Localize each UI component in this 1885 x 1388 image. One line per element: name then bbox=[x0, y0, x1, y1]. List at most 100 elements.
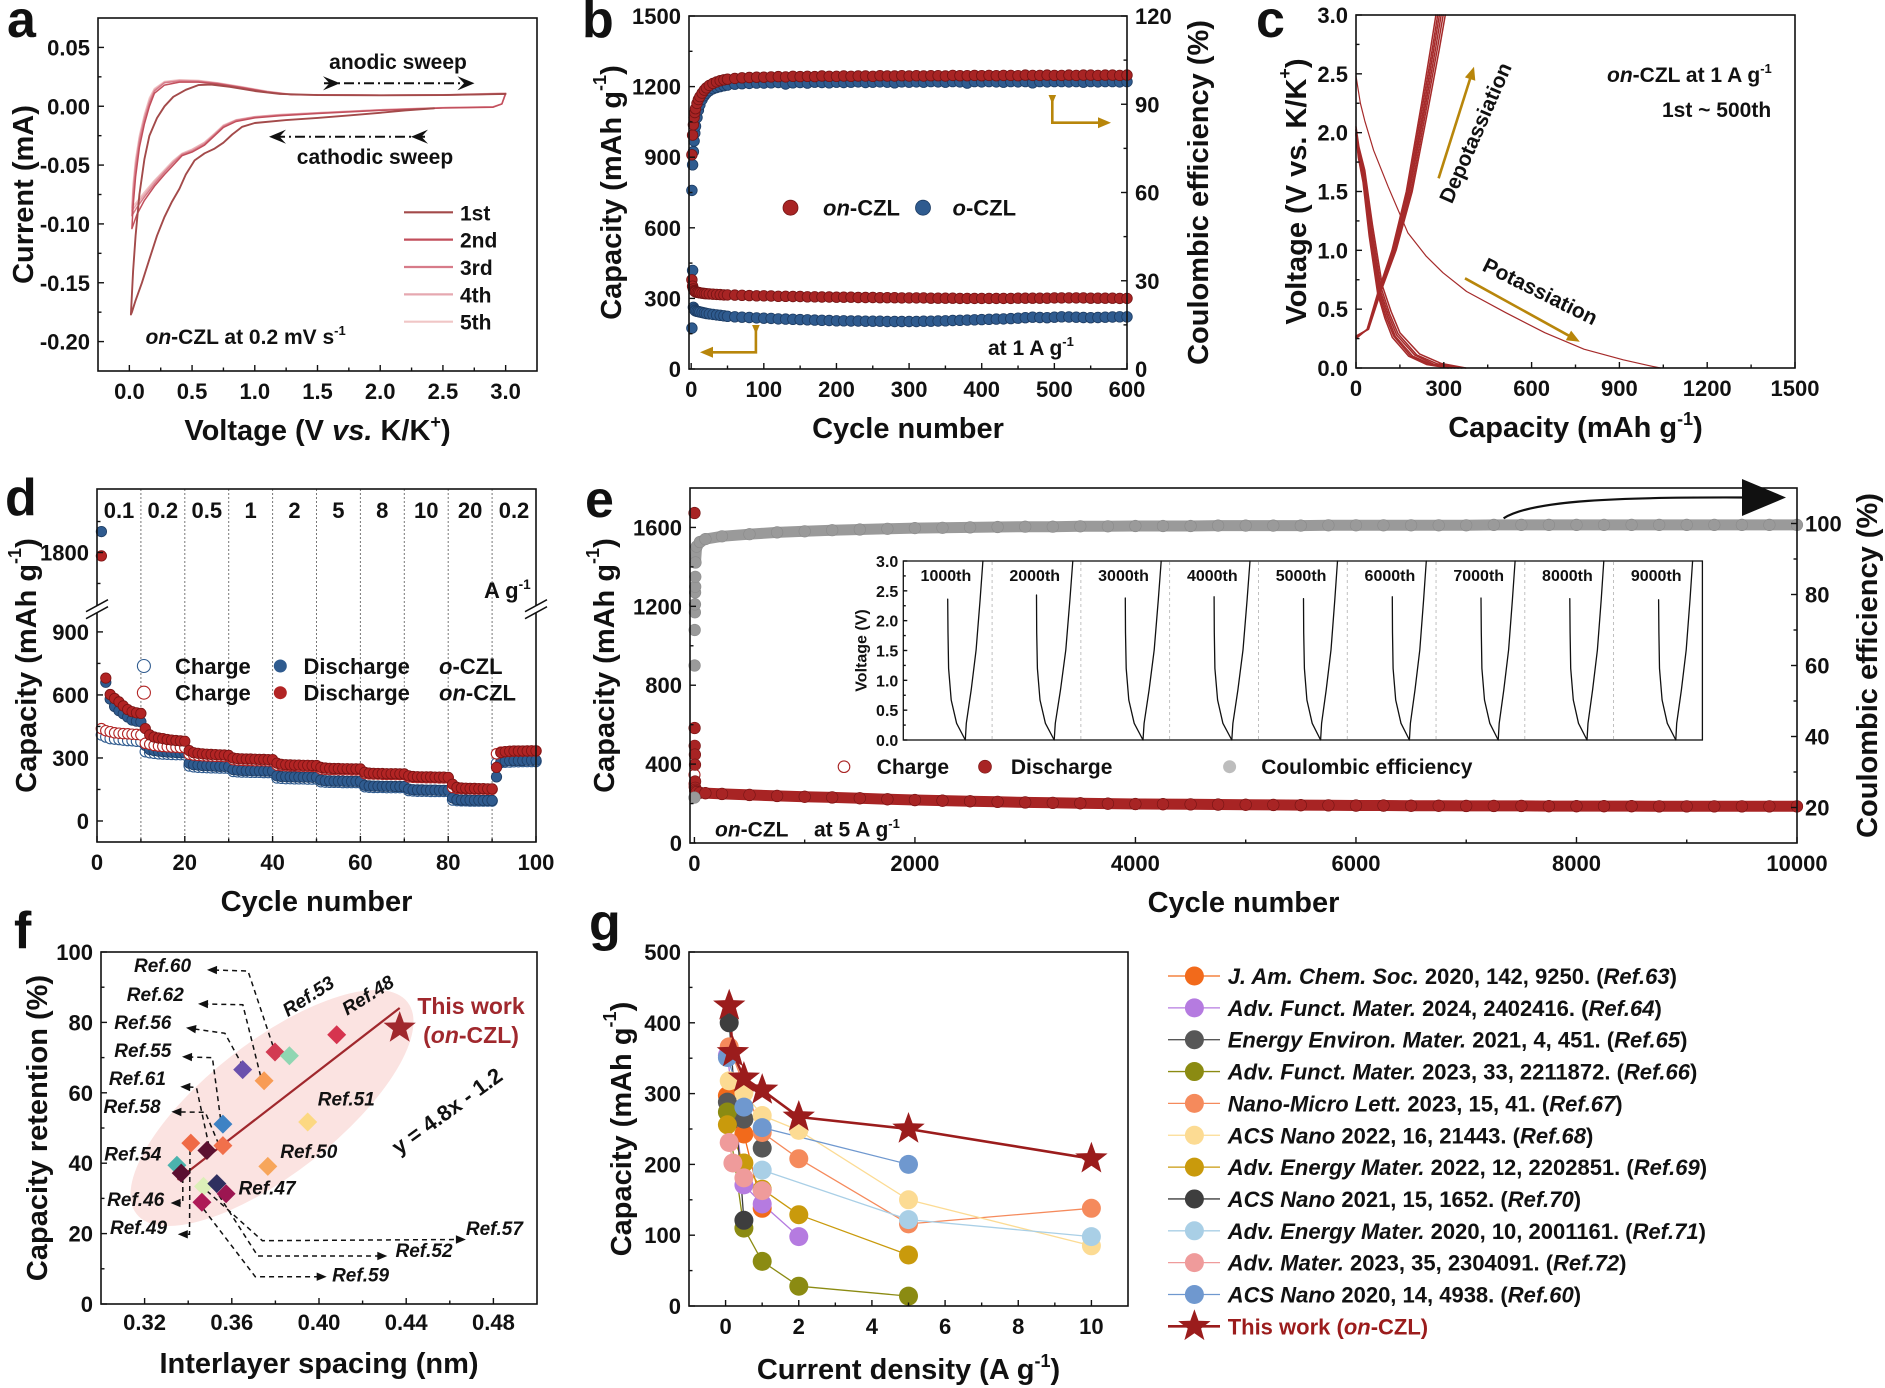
x-tick-label: 300 bbox=[891, 377, 928, 402]
x-tick-label: 2000 bbox=[890, 851, 939, 876]
leader-line bbox=[182, 1149, 191, 1236]
current-density-step-label: 1 bbox=[244, 498, 256, 523]
current-density-step-label: 0.1 bbox=[104, 498, 135, 523]
arrowhead bbox=[1565, 330, 1580, 342]
data-point bbox=[715, 787, 729, 801]
y2-axis-title: Coulombic efficiency (%) bbox=[1183, 20, 1215, 365]
y2-tick-label: 80 bbox=[1805, 583, 1829, 608]
x-tick-label: 600 bbox=[1109, 377, 1146, 402]
data-point bbox=[752, 1181, 772, 1201]
arrowhead bbox=[752, 325, 760, 334]
leader-line bbox=[202, 1003, 262, 1077]
legend-label: 1st bbox=[460, 202, 490, 225]
inset-discharge-curve bbox=[1391, 596, 1411, 741]
axis-break-mark bbox=[85, 599, 109, 613]
y-tick-label: 100 bbox=[56, 940, 93, 965]
data-point bbox=[1763, 518, 1776, 532]
data-point-diamond bbox=[298, 1112, 318, 1132]
data-point bbox=[1597, 518, 1611, 532]
data-point bbox=[908, 521, 922, 535]
legend-label: 3rd bbox=[460, 257, 493, 280]
cv-curve-2nd bbox=[131, 81, 507, 230]
y2-tick-label: 0 bbox=[1135, 357, 1147, 382]
text-segment: -CZL at 0.2 mV s bbox=[171, 326, 334, 349]
x-tick-label: 8000 bbox=[1552, 851, 1601, 876]
y2-tick-label: 60 bbox=[1805, 654, 1829, 679]
y-tick-label: 2.5 bbox=[1317, 62, 1348, 87]
data-point bbox=[1101, 797, 1114, 810]
text-segment: -CZL) bbox=[1371, 1314, 1428, 1339]
data-point bbox=[798, 525, 811, 538]
data-point bbox=[1735, 800, 1748, 813]
current-density-label: at 5 A g-1 bbox=[814, 816, 900, 842]
text-segment: Cycle number bbox=[812, 413, 1004, 445]
text-segment: 2021, 15, 1652. ( bbox=[1335, 1187, 1508, 1212]
data-point-diamond bbox=[192, 1192, 212, 1212]
cv-curves bbox=[129, 79, 507, 316]
data-point bbox=[1625, 518, 1638, 532]
data-point bbox=[734, 1168, 754, 1188]
text-segment: 2023, 33, 2211872. ( bbox=[1416, 1060, 1625, 1085]
text-segment: at 5 A g bbox=[814, 819, 888, 842]
legend-label: Discharge bbox=[304, 681, 410, 706]
legend-label: Adv. Funct. Mater. 2023, 33, 2211872. (R… bbox=[1227, 1060, 1698, 1085]
reference-label: Ref.56 bbox=[114, 1013, 171, 1034]
x-tick-label: 1500 bbox=[1771, 376, 1820, 401]
data-point bbox=[899, 1210, 918, 1230]
y-tick-label: 0.05 bbox=[47, 35, 90, 60]
inset-y-tick-label: 1.5 bbox=[876, 644, 898, 661]
x-axis-title: Voltage (V vs. K/K+) bbox=[184, 412, 450, 447]
y2-axis-title: Coulombic efficiency (%) bbox=[1852, 493, 1884, 838]
series-on-czl-discharge bbox=[95, 550, 542, 795]
x-tick-label: 4000 bbox=[1111, 851, 1160, 876]
y-tick-label: 80 bbox=[69, 1010, 93, 1035]
panel-label: d bbox=[5, 469, 37, 527]
x-tick-label: 600 bbox=[1513, 376, 1550, 401]
data-point bbox=[686, 149, 698, 161]
x-tick-label: 0 bbox=[91, 850, 103, 875]
data-point-star bbox=[716, 1035, 750, 1067]
data-point-diamond bbox=[213, 1136, 233, 1156]
text-segment: ) bbox=[1574, 1187, 1581, 1212]
x-tick-label: 1.0 bbox=[240, 379, 271, 404]
data-point bbox=[991, 520, 1004, 534]
text-segment: -CZL bbox=[850, 196, 900, 221]
scan-rate-label: on-CZL at 0.2 mV s-1 bbox=[146, 323, 346, 349]
panel-a-cyclic-voltammetry: 0.0 0.5 1.0 1.5 2.0 2.5 3.0 -0.20 -0.15 -0.10 -0.0… bbox=[8, 17, 538, 447]
data-point-diamond bbox=[327, 1025, 347, 1045]
arrowhead bbox=[1098, 117, 1111, 129]
data-point bbox=[688, 623, 701, 637]
text-segment: -1 bbox=[600, 1011, 620, 1027]
data-point-diamond bbox=[254, 1071, 274, 1091]
data-point-diamond bbox=[279, 1046, 299, 1066]
y-tick-label: 0 bbox=[77, 809, 89, 834]
voltage-profiles bbox=[1355, 14, 1662, 369]
data-point-star bbox=[713, 988, 746, 1020]
x-tick-label: 80 bbox=[436, 850, 460, 875]
legend-marker bbox=[1184, 1157, 1204, 1177]
legend-marker bbox=[1184, 1125, 1204, 1145]
y-axis-title: Capacity (mAh g-1) bbox=[590, 65, 628, 320]
y-tick-label: 1200 bbox=[632, 75, 681, 100]
x-tick-label: 10 bbox=[1079, 1314, 1103, 1339]
data-point bbox=[770, 789, 784, 803]
legend: J. Am. Chem. Soc. 2020, 142, 9250. (Ref.… bbox=[1168, 964, 1707, 1341]
text-segment: Ref.68 bbox=[1520, 1123, 1587, 1148]
text-segment: Ref.67 bbox=[1549, 1091, 1617, 1116]
text-segment: -1 bbox=[1062, 334, 1074, 349]
text-segment: Adv. Funct. Mater. bbox=[1227, 996, 1416, 1021]
arrowhead bbox=[171, 1107, 182, 1117]
x-tick-label: 0.36 bbox=[210, 1310, 253, 1335]
text-segment: Capacity (mAh g bbox=[606, 1027, 638, 1256]
inset-discharge-curve bbox=[1035, 594, 1055, 741]
data-points bbox=[688, 506, 1804, 813]
y2-tick-label: 100 bbox=[1805, 512, 1842, 537]
data-point bbox=[1570, 518, 1583, 532]
inset-y-tick-label: 2.5 bbox=[876, 584, 898, 601]
text-segment: on bbox=[431, 1022, 459, 1048]
y-tick-label: 0.5 bbox=[1317, 297, 1348, 322]
legend-marker bbox=[782, 199, 799, 216]
data-point-diamond bbox=[258, 1156, 278, 1176]
text-segment: ) bbox=[1574, 1283, 1581, 1308]
data-point bbox=[734, 1097, 754, 1117]
